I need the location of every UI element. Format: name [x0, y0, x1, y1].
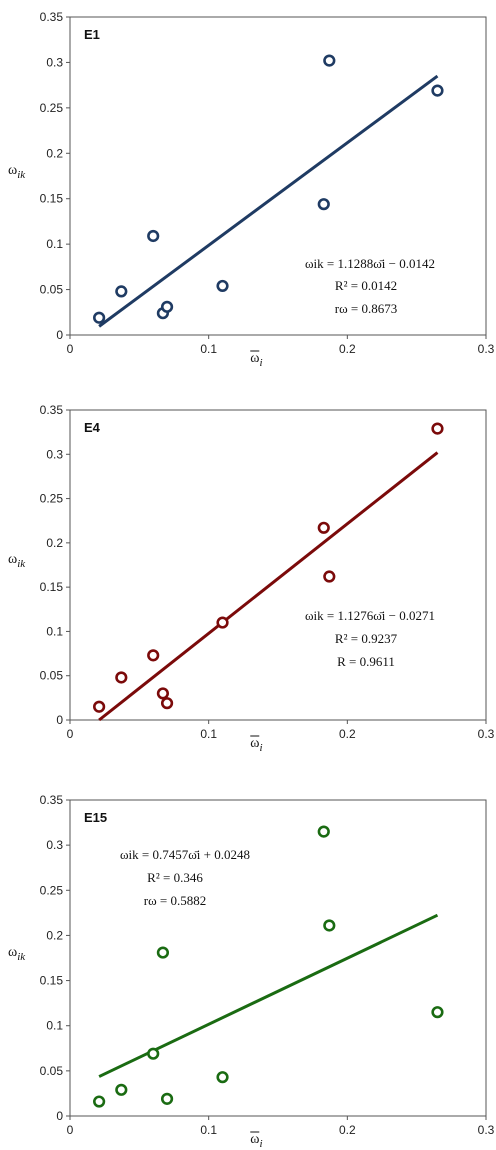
panel-e1-y-tick-label: 0.2: [46, 146, 63, 160]
panel-e1-y-tick-label: 0.3: [46, 55, 63, 69]
panel-e1-data-point: [216, 279, 229, 293]
panel-e4-x-tick-label: 0: [67, 727, 74, 741]
panel-e4-x-tick-label: 0.1: [200, 727, 217, 741]
panel-e1-x-tick-label: 0.3: [478, 342, 495, 356]
panel-e4-label: E4: [84, 420, 101, 435]
panel-e4-data-point: [115, 671, 128, 684]
panel-e15-y-tick-label: 0.1: [46, 1019, 63, 1033]
panel-e15-data-point: [431, 1006, 444, 1019]
panel-e1-plot-frame: [69, 16, 487, 336]
panel-e1-data-point: [93, 311, 106, 324]
panel-e15-data-point: [323, 919, 336, 932]
panel-e15-x-axis-label: ωi: [250, 1132, 262, 1150]
panel-e15-y-tick-label: 0.3: [46, 838, 63, 852]
panel-e1-regression-equation: ωik = 1.1288ω̄i − 0.0142: [305, 256, 435, 271]
panel-e1-y-tick-label: 0: [56, 328, 63, 342]
panel-e15-label: E15: [84, 810, 107, 825]
panel-e1-x-tick-label: 0.1: [200, 342, 217, 356]
panel-e1-x-tick-label: 0: [67, 342, 74, 356]
panel-e1-label: E1: [84, 27, 100, 42]
panel-e15-y-tick-label: 0.15: [40, 974, 64, 988]
panel-e15-y-tick-label: 0: [56, 1109, 63, 1123]
panel-e4-correlation: R = 0.9611: [337, 654, 395, 669]
panel-e4-data-point: [323, 570, 336, 583]
panel-e1-correlation: rω = 0.8673: [335, 301, 397, 316]
panel-e4-plot-frame: [69, 409, 487, 721]
panel-e1-y-tick-label: 0.25: [40, 101, 64, 115]
panel-e4-data-point: [156, 687, 170, 700]
panel-e15-y-tick-label: 0.2: [46, 928, 63, 942]
panel-e15-r-squared: R² = 0.346: [147, 870, 203, 885]
panel-e15-data-point: [147, 1047, 160, 1060]
panel-e15-y-tick-label: 0.35: [40, 793, 64, 807]
panel-e4-x-axis-label: ωi: [250, 736, 262, 754]
panel-e4-trendline: [98, 451, 439, 722]
panel-e15-data-point: [160, 1092, 174, 1105]
panel-e4-data-point: [93, 700, 106, 713]
panel-e4-y-tick-label: 0.05: [40, 669, 64, 683]
panel-e15-x-tick-label: 0.2: [339, 1123, 356, 1137]
panel-e4-data-point: [431, 422, 444, 435]
panel-e4-y-tick-label: 0.15: [40, 580, 64, 594]
panel-e15-x-tick-label: 0.1: [200, 1123, 217, 1137]
panel-e1-y-tick-label: 0.1: [46, 237, 63, 251]
panel-e1-x-axis-label: ωi: [250, 351, 262, 369]
panel-e4-y-tick-label: 0: [56, 713, 63, 727]
panel-e15-y-tick-label: 0.25: [40, 883, 64, 897]
panel-e1-data-point: [431, 84, 444, 97]
panel-e15-data-point: [317, 825, 330, 838]
panel-e15-x-tick-label: 0.3: [478, 1123, 495, 1137]
panel-e4-y-tick-label: 0.2: [46, 536, 63, 550]
panel-e1-y-tick-label: 0.15: [40, 192, 64, 206]
panel-e4-y-tick-label: 0.3: [46, 447, 63, 461]
panel-e1-trendline: [98, 74, 439, 328]
panel-e4-y-axis-label: ωik: [8, 552, 26, 570]
panel-e15-data-point: [115, 1083, 128, 1096]
panel-e4-regression-equation: ωik = 1.1276ω̄i − 0.0271: [305, 608, 435, 623]
panel-e15-x-tick-label: 0: [67, 1123, 74, 1137]
panel-e1-data-point: [160, 300, 174, 313]
panel-e4-data-point: [160, 697, 174, 710]
panel-e1-x-tick-label: 0.2: [339, 342, 356, 356]
panel-e1-r-squared: R² = 0.0142: [335, 278, 397, 293]
panel-e15-correlation: rω = 0.5882: [144, 893, 206, 908]
panel-e4-y-tick-label: 0.35: [40, 403, 64, 417]
panel-e4-x-tick-label: 0.2: [339, 727, 356, 741]
panel-e1-data-point: [323, 54, 336, 67]
panel-e1-data-point: [115, 285, 128, 298]
panel-e15-y-axis-label: ωik: [8, 945, 26, 963]
panel-e4-y-tick-label: 0.25: [40, 492, 64, 506]
panel-e1-data-point: [147, 229, 160, 243]
panel-e15-regression-equation: ωik = 0.7457ω̄i + 0.0248: [120, 847, 250, 862]
panel-e4-data-point: [317, 521, 330, 534]
panel-e4-y-tick-label: 0.1: [46, 624, 63, 638]
panel-e1-y-axis-label: ωik: [8, 163, 26, 181]
panel-e15-data-point: [216, 1071, 229, 1084]
panel-e4-r-squared: R² = 0.9237: [335, 631, 398, 646]
panel-e4-data-point: [216, 616, 229, 629]
panel-e4-data-point: [147, 649, 160, 662]
panel-e1-y-tick-label: 0.35: [40, 10, 64, 24]
panel-e1-y-tick-label: 0.05: [40, 283, 64, 297]
panel-e15-data-point: [156, 946, 170, 959]
panel-e15-plot-frame: [69, 799, 487, 1117]
panel-e1-data-point: [317, 198, 330, 211]
panel-e15-y-tick-label: 0.05: [40, 1064, 64, 1078]
panel-e4-x-tick-label: 0.3: [478, 727, 495, 741]
panel-e15-data-point: [93, 1095, 106, 1108]
